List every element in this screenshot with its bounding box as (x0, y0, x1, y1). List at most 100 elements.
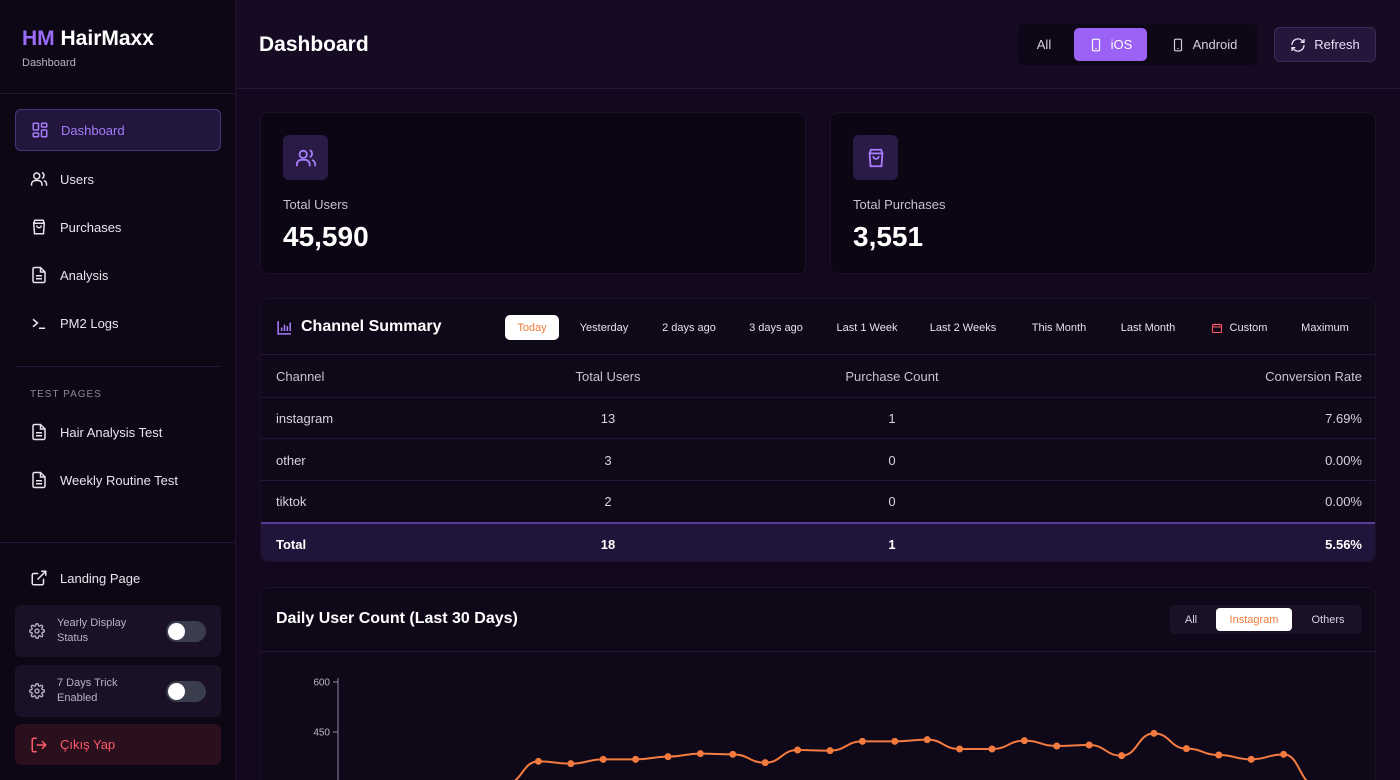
brand-logo[interactable]: HM HairMaxx (22, 27, 154, 51)
refresh-icon (1291, 37, 1305, 52)
7-days-trick-toggle[interactable] (166, 680, 206, 702)
data-point (567, 760, 575, 768)
grid-icon (32, 122, 48, 138)
platform-label: All (1036, 37, 1052, 52)
brand-subtitle: Dashboard (22, 57, 76, 69)
column-header-conversion-rate[interactable]: Conversion Rate (1265, 369, 1362, 384)
range-label: Last 1 Week (836, 321, 898, 334)
platform-android-button[interactable]: Android (1158, 28, 1250, 61)
cell-total-conversion: 5.56% (1325, 537, 1362, 552)
chart-header-divider (261, 651, 1375, 652)
stat-value: 45,590 (283, 221, 369, 252)
chart-title: Daily User Count (Last 30 Days) (276, 610, 518, 627)
cell-total-purchases: 1 (888, 537, 896, 552)
cell-total-users: 13 (600, 411, 616, 426)
platform-label: iOS (1110, 37, 1133, 52)
data-point (826, 747, 834, 755)
sidebar-divider (0, 542, 236, 543)
cell-total-users: 3 (604, 453, 612, 468)
data-point (696, 750, 704, 758)
platform-filter: All iOS Android (1018, 24, 1258, 65)
range-3-days-ago-button[interactable]: 3 days ago (738, 315, 814, 340)
range-last-1-week-button[interactable]: Last 1 Week (827, 315, 907, 340)
sidebar-item-hair-analysis-test[interactable]: Hair Analysis Test (15, 411, 221, 453)
sidebar-item-purchases[interactable]: Purchases (15, 206, 221, 248)
range-label: Last 2 Weeks (929, 321, 997, 334)
channel-summary-card: Channel Summary Today Yesterday 2 days a… (260, 298, 1376, 562)
sidebar-item-analysis[interactable]: Analysis (15, 254, 221, 296)
stat-value: 3,551 (853, 221, 924, 252)
range-custom-button[interactable]: Custom (1201, 315, 1277, 340)
channel-summary-header: Channel Summary Today Yesterday 2 days a… (261, 299, 1375, 355)
data-point (761, 759, 769, 767)
stat-label: Total Purchases (853, 197, 946, 212)
logout-button[interactable]: Çıkış Yap (15, 724, 221, 765)
range-label: Today (517, 321, 547, 334)
filter-label: All (1184, 613, 1198, 626)
data-point (1247, 755, 1255, 763)
filter-others-button[interactable]: Others (1298, 608, 1358, 631)
sidebar-item-users[interactable]: Users (15, 158, 221, 200)
range-label: 2 days ago (662, 321, 716, 334)
stat-icon-box (283, 135, 328, 180)
y-tick-label: 450 (313, 728, 330, 739)
range-today-button[interactable]: Today (505, 315, 559, 340)
platform-ios-button[interactable]: iOS (1074, 28, 1147, 61)
range-last-2-weeks-button[interactable]: Last 2 Weeks (919, 315, 1007, 340)
platform-label: Android (1192, 37, 1238, 52)
yearly-display-toggle[interactable] (166, 620, 206, 642)
range-label: Maximum (1301, 321, 1349, 334)
toggle-card-7-days-trick: 7 Days Trick Enabled (15, 665, 221, 717)
section-label-test-pages: TEST PAGES (30, 389, 102, 400)
users-icon (30, 171, 48, 186)
filter-all-button[interactable]: All (1174, 608, 1208, 631)
sidebar-item-label: Purchases (60, 219, 122, 235)
range-2-days-ago-button[interactable]: 2 days ago (651, 315, 727, 340)
cell-channel: other (276, 453, 306, 468)
data-point (988, 745, 996, 753)
column-header-total-users[interactable]: Total Users (575, 369, 641, 384)
data-point (534, 757, 542, 765)
range-label: Custom (1229, 321, 1268, 334)
data-point (891, 737, 899, 745)
cell-purchase-count: 1 (888, 411, 896, 426)
cell-conversion-rate: 7.69% (1325, 411, 1362, 426)
cell-total-users: 2 (604, 494, 612, 509)
sidebar-item-weekly-routine-test[interactable]: Weekly Routine Test (15, 459, 221, 501)
daily-user-count-card: Daily User Count (Last 30 Days) All Inst… (260, 587, 1376, 780)
sidebar-item-label: Users (60, 171, 94, 187)
sidebar-item-landing-page[interactable]: Landing Page (15, 557, 221, 599)
top-header: Dashboard All iOS Android Refresh (236, 0, 1400, 89)
bar-chart-icon (277, 321, 291, 335)
brand-initials: HM (22, 27, 55, 50)
column-header-channel[interactable]: Channel (276, 369, 325, 384)
cell-purchase-count: 0 (888, 453, 896, 468)
document-icon (32, 266, 46, 284)
stat-label: Total Users (283, 197, 349, 212)
range-this-month-button[interactable]: This Month (1021, 315, 1097, 340)
phone-icon (1091, 38, 1100, 51)
cell-channel: instagram (276, 411, 334, 426)
filter-instagram-button[interactable]: Instagram (1216, 608, 1292, 631)
range-label: 3 days ago (749, 321, 803, 334)
range-last-month-button[interactable]: Last Month (1110, 315, 1186, 340)
gear-icon (29, 623, 45, 639)
series-line (513, 732, 1308, 780)
document-icon (32, 423, 46, 441)
data-point (1118, 752, 1126, 760)
sidebar-item-dashboard[interactable]: Dashboard (15, 109, 221, 151)
column-header-purchase-count[interactable]: Purchase Count (845, 369, 939, 384)
range-yesterday-button[interactable]: Yesterday (569, 315, 639, 340)
sidebar-item-label: Dashboard (61, 122, 125, 138)
data-point (729, 750, 737, 758)
refresh-label: Refresh (1314, 37, 1360, 52)
toggle-card-yearly-display: Yearly Display Status (15, 605, 221, 657)
users-icon (295, 148, 316, 166)
data-point (858, 737, 866, 745)
refresh-button[interactable]: Refresh (1274, 27, 1376, 62)
range-label: Yesterday (579, 321, 629, 334)
range-maximum-button[interactable]: Maximum (1291, 315, 1359, 340)
sidebar-item-pm2-logs[interactable]: PM2 Logs (15, 302, 221, 344)
platform-all-button[interactable]: All (1024, 28, 1064, 61)
page-title: Dashboard (259, 33, 369, 56)
